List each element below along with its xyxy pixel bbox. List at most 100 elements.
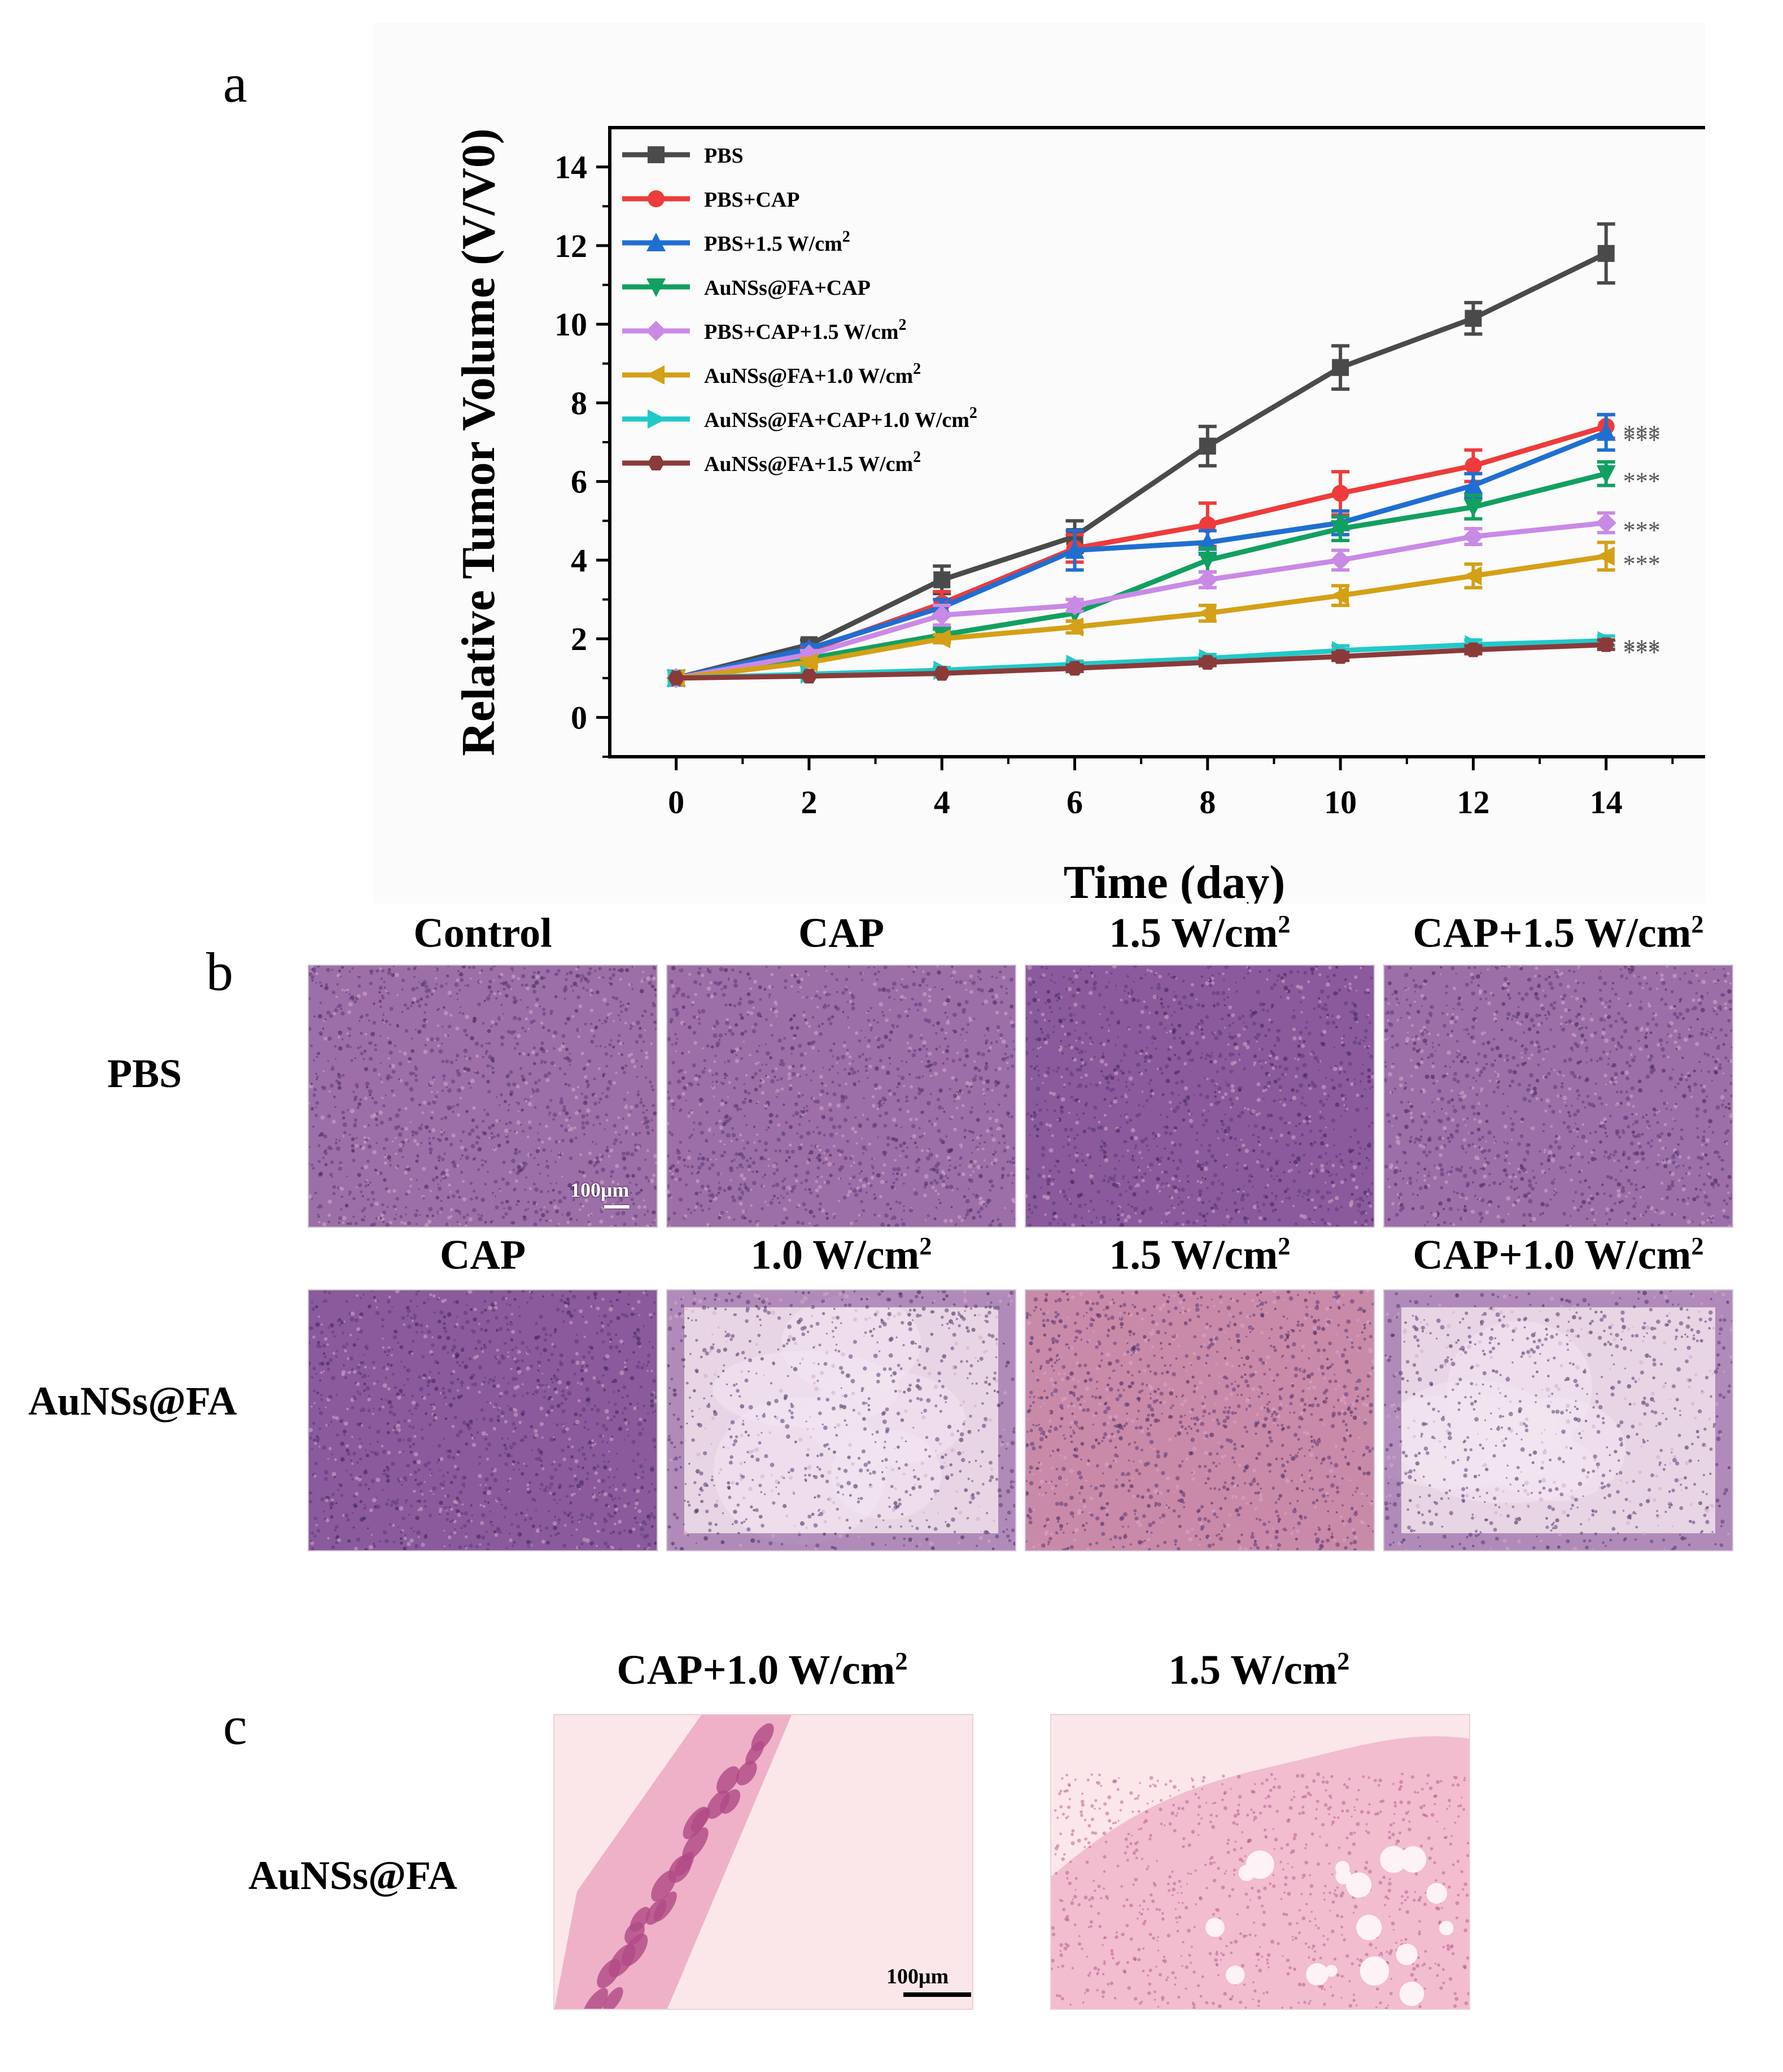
point-5-2 <box>932 629 951 649</box>
point-5-4 <box>1197 603 1216 623</box>
point-4-3 <box>1064 595 1085 616</box>
point-3-4 <box>1198 551 1217 570</box>
legend-marker-5 <box>646 365 665 385</box>
he-tile-aunss-1-5w <box>1025 1289 1375 1551</box>
skin-tile-1-5w <box>1050 1714 1470 2010</box>
y-tick-label-7: 14 <box>554 149 587 186</box>
x-tick-label-3: 6 <box>1067 784 1083 821</box>
series-line-4 <box>675 520 1607 681</box>
legend-marker-6 <box>648 409 666 429</box>
significance-5: *** <box>1623 550 1660 578</box>
point-7-3 <box>1066 661 1083 676</box>
point-7-4 <box>1199 655 1216 670</box>
panel-b-row2-col-label-4: CAP+1.0 W/cm2 <box>1413 1232 1704 1279</box>
panel-c-row-label-aunss: AuNSs@FA <box>248 1853 457 1898</box>
significance-1: *** <box>1623 420 1660 448</box>
legend-label-4: PBS+CAP+1.5 W/cm2 <box>704 316 907 344</box>
x-axis-label: Time (day) <box>1064 856 1286 904</box>
y-tick-label-6: 12 <box>554 228 587 264</box>
he-tile-pbs-1-5w <box>1025 965 1375 1228</box>
significance-6: *** <box>1623 635 1660 662</box>
panel-letter-a: a <box>223 53 247 114</box>
panel-letter-c: c <box>223 1695 247 1756</box>
legend-label-5: AuNSs@FA+1.0 W/cm2 <box>704 360 921 388</box>
panel-c-scale-label: 100μm <box>886 1965 949 1988</box>
point-5-7 <box>1596 546 1615 566</box>
point-4-7 <box>1596 512 1616 533</box>
point-3-6 <box>1463 498 1483 517</box>
point-7-2 <box>933 666 951 681</box>
he-tile-pbs-control <box>308 965 658 1228</box>
y-tick-label-0: 0 <box>571 699 587 736</box>
panel-c-scale-bar <box>903 1992 971 1997</box>
panel-b-scale-label: 100μm <box>570 1179 630 1201</box>
point-0-6 <box>1465 309 1482 327</box>
x-tick-label-6: 12 <box>1457 784 1489 821</box>
legend-label-1: PBS+CAP <box>704 188 799 212</box>
panel-c-col-label-2: 1.5 W/cm2 <box>1168 1647 1350 1694</box>
panel-b-row2-col-label-1: CAP <box>439 1232 526 1279</box>
y-tick-label-1: 2 <box>571 621 587 657</box>
point-7-6 <box>1465 642 1482 657</box>
legend-marker-4 <box>646 321 666 341</box>
legend-label-7: AuNSs@FA+1.5 W/cm2 <box>704 448 921 476</box>
series-line-2 <box>675 430 1607 681</box>
significance-3: *** <box>1623 468 1660 495</box>
panel-b-row-label-aunss: AuNSs@FA <box>28 1379 237 1424</box>
tumor-volume-chart: 024681012141602468101214Time (day)Relati… <box>452 126 1755 909</box>
panel-b-col-label-4: CAP+1.5 W/cm2 <box>1413 910 1704 957</box>
point-5-6 <box>1463 566 1482 586</box>
panel-b-col-label-1: Control <box>413 910 552 957</box>
he-tile-aunss-cap-1-0w <box>1383 1289 1733 1551</box>
legend-marker-2 <box>646 233 666 251</box>
point-1-6 <box>1465 457 1482 474</box>
point-0-2 <box>933 571 951 588</box>
significance-7: *** <box>1623 639 1660 666</box>
skin-tile-cap-1-0w <box>553 1714 973 2010</box>
point-7-7 <box>1597 637 1615 652</box>
point-3-7 <box>1596 465 1616 484</box>
panel-b-row-label-pbs: PBS <box>107 1051 182 1096</box>
y-tick-label-5: 10 <box>554 306 587 343</box>
series-line-0 <box>675 251 1607 681</box>
legend-marker-0 <box>648 146 665 163</box>
legend-marker-7 <box>648 456 665 470</box>
panel-b-col-label-3: 1.5 W/cm2 <box>1109 910 1291 957</box>
point-7-1 <box>800 669 818 684</box>
series-line-5 <box>676 553 1607 681</box>
legend-label-2: PBS+1.5 W/cm2 <box>704 228 850 256</box>
point-5-1 <box>798 652 818 672</box>
y-tick-label-2: 4 <box>571 542 587 579</box>
point-0-5 <box>1332 359 1349 376</box>
panel-b-col-label-2: CAP <box>798 910 885 957</box>
panel-b-scale-bar <box>604 1205 630 1209</box>
x-tick-label-4: 8 <box>1199 784 1216 821</box>
point-7-5 <box>1332 649 1349 664</box>
y-tick-label-3: 6 <box>571 464 587 500</box>
legend-label-3: AuNSs@FA+CAP <box>704 276 871 300</box>
panel-letter-b: b <box>206 941 233 1002</box>
point-2-6 <box>1463 475 1483 494</box>
point-2-3 <box>1065 540 1085 559</box>
panel-c-col-label-1: CAP+1.0 W/cm2 <box>617 1647 908 1694</box>
legend-label-6: AuNSs@FA+CAP+1.0 W/cm2 <box>704 404 977 432</box>
point-4-6 <box>1463 526 1484 547</box>
legend-marker-3 <box>646 278 666 297</box>
series-line-7 <box>676 642 1606 681</box>
y-tick-label-4: 8 <box>571 385 587 421</box>
legend-label-0: PBS <box>704 144 744 168</box>
panel-b-row2-col-label-2: 1.0 W/cm2 <box>750 1232 932 1279</box>
point-4-4 <box>1197 569 1218 590</box>
series-line-3 <box>675 471 1607 681</box>
panel-b-row2-col-label-3: 1.5 W/cm2 <box>1109 1232 1291 1279</box>
point-5-5 <box>1330 586 1349 605</box>
he-tile-aunss-1-0w <box>666 1289 1016 1551</box>
chart-area: 024681012141602468101214Time (day)Relati… <box>373 23 1755 909</box>
point-0-4 <box>1199 437 1216 455</box>
point-0-7 <box>1597 245 1615 262</box>
x-tick-label-1: 2 <box>801 784 817 821</box>
he-tile-aunss-cap <box>308 1289 658 1551</box>
x-tick-label-5: 10 <box>1324 784 1357 821</box>
x-tick-label-2: 4 <box>934 784 950 821</box>
x-tick-label-0: 0 <box>668 784 684 821</box>
